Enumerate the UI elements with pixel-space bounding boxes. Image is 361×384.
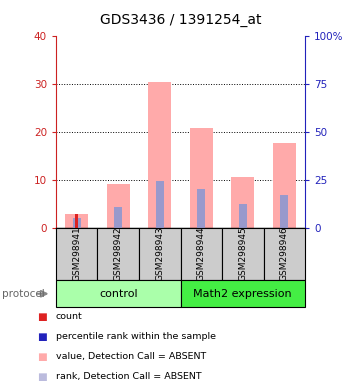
Text: ■: ■ [36,312,47,322]
Text: ■: ■ [36,352,47,362]
Bar [65,214,88,228]
Bar [97,228,139,280]
Text: count: count [56,312,83,321]
Bar [180,228,222,280]
Text: GSM298946: GSM298946 [280,226,289,281]
Text: ■: ■ [36,372,47,382]
Text: GSM298945: GSM298945 [238,226,247,281]
Text: GSM298944: GSM298944 [197,226,206,281]
Text: Math2 expression: Math2 expression [193,289,292,299]
Text: ■: ■ [36,332,47,342]
Text: GSM298941: GSM298941 [72,226,81,281]
Bar [264,228,305,280]
Bar [197,189,205,228]
Bar [56,228,97,280]
Bar [107,184,130,228]
Text: protocol: protocol [2,289,44,299]
Bar [114,207,122,228]
Text: value, Detection Call = ABSENT: value, Detection Call = ABSENT [56,352,206,361]
Bar [273,143,296,228]
Text: GSM298942: GSM298942 [114,226,123,281]
Bar [56,280,180,307]
Bar [73,218,81,228]
Bar [239,204,247,228]
Bar [148,82,171,228]
Bar [75,214,78,228]
Bar [190,127,213,228]
Bar [222,228,264,280]
Bar [231,177,254,228]
Bar [280,195,288,228]
Text: control: control [99,289,138,299]
Text: GDS3436 / 1391254_at: GDS3436 / 1391254_at [100,13,261,27]
Text: GSM298943: GSM298943 [155,226,164,281]
Bar [139,228,180,280]
Bar [180,280,305,307]
Text: rank, Detection Call = ABSENT: rank, Detection Call = ABSENT [56,372,201,381]
Bar [156,182,164,228]
Text: percentile rank within the sample: percentile rank within the sample [56,332,216,341]
